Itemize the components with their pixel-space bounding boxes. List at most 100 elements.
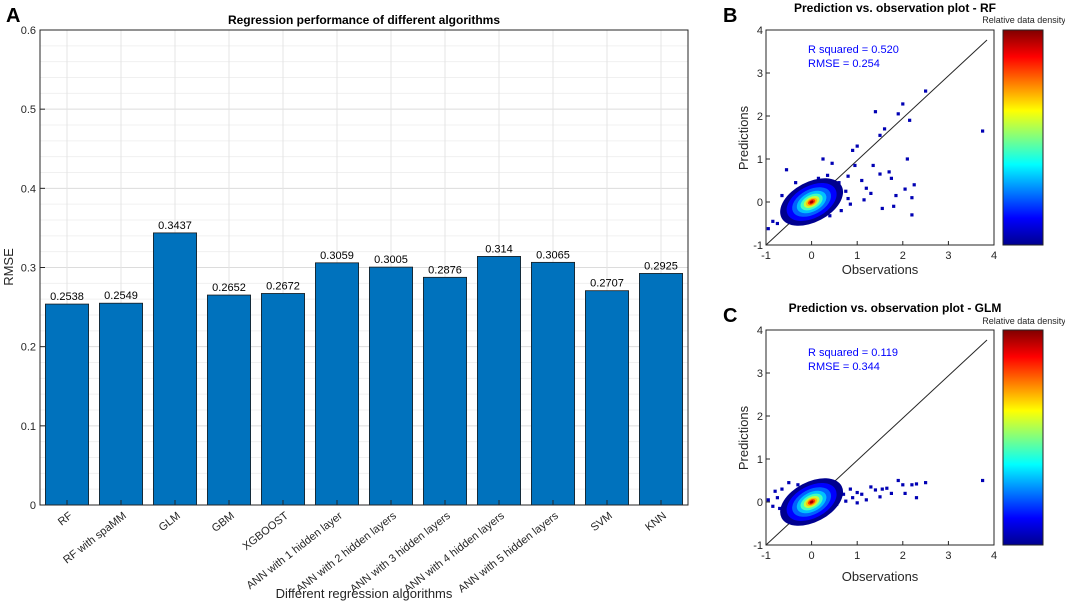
scatter-point <box>851 496 855 500</box>
scatter-rf-x-axis-label: Observations <box>842 262 919 277</box>
bar-value-label: 0.2876 <box>428 264 462 276</box>
x-tick-label: KNN <box>643 510 669 534</box>
y-tick-label: 0.2 <box>21 342 36 354</box>
scatter-point <box>828 214 832 218</box>
y-tick-label: 1 <box>757 154 763 166</box>
scatter-point <box>855 501 859 505</box>
scatter-point <box>837 181 841 185</box>
bar-y-axis-label: RMSE <box>1 248 16 286</box>
y-tick-label: 0.1 <box>21 421 36 433</box>
scatter-glm-y-axis-label: Predictions <box>736 405 751 470</box>
scatter-point <box>880 206 884 211</box>
scatter-point <box>878 172 882 176</box>
y-tick-label: 0.3 <box>21 263 36 275</box>
scatter-point <box>862 198 866 202</box>
bar <box>639 273 684 506</box>
scatter-point <box>981 129 985 133</box>
x-tick-label: SVM <box>589 510 615 534</box>
x-tick-label: 1 <box>854 250 860 262</box>
scatter-point <box>896 112 900 116</box>
scatter-point <box>924 481 928 485</box>
scatter-point <box>780 193 784 198</box>
bar <box>476 256 521 506</box>
scatter-point <box>844 189 848 193</box>
x-tick-label: 0 <box>809 550 815 562</box>
scatter-point <box>846 174 850 178</box>
scatter-point <box>775 221 779 226</box>
scatter-point <box>846 196 850 201</box>
scatter-point <box>880 487 884 491</box>
y-tick-label: 2 <box>757 411 763 423</box>
scatter-point <box>912 183 916 187</box>
scatter-point <box>864 186 868 190</box>
scatter-point <box>851 148 855 152</box>
x-tick-label: ANN with 5 hidden layers <box>456 510 561 596</box>
colorbar-glm <box>1002 329 1044 546</box>
scatter-point <box>860 178 864 183</box>
density-ring <box>809 200 814 204</box>
scatter-point <box>871 163 875 168</box>
bar <box>260 293 305 506</box>
scatter-point <box>860 492 864 496</box>
scatter-point <box>889 176 893 180</box>
x-tick-label: 4 <box>991 250 997 262</box>
scatter-point <box>773 489 777 493</box>
scatter-point <box>864 498 868 502</box>
scatter-point <box>889 491 893 495</box>
scatter-panel-rf: B Prediction vs. observation plot - RF -… <box>723 1 1065 277</box>
scatter-point <box>816 176 821 180</box>
colorbar-glm-label: Relative data density <box>982 316 1065 326</box>
bar-value-label: 0.3059 <box>320 250 354 262</box>
y-tick-label: 2 <box>757 111 763 123</box>
scatter-point <box>894 193 898 198</box>
colorbar-rf <box>1002 29 1044 246</box>
scatter-point <box>981 478 985 483</box>
scatter-point <box>784 168 789 172</box>
scatter-point <box>882 127 887 131</box>
scatter-point <box>839 209 843 213</box>
y-tick-label: 0 <box>757 197 763 209</box>
scatter-point <box>878 133 882 137</box>
scatter-rf-r-squared: R squared = 0.520 <box>808 44 899 56</box>
x-tick-label: 1 <box>854 550 860 562</box>
scatter-rf-frame <box>765 29 995 246</box>
y-tick-label: 3 <box>757 368 763 380</box>
bar-chart-panel: A Regression performance of different al… <box>1 5 689 601</box>
x-tick-label: 3 <box>945 550 951 562</box>
scatter-point <box>771 219 775 223</box>
bar-chart-title: Regression performance of different algo… <box>228 13 500 27</box>
scatter-rf-title: Prediction vs. observation plot - RF <box>794 1 996 15</box>
y-tick-label: -1 <box>753 540 763 552</box>
bar-value-label: 0.3437 <box>158 220 192 232</box>
scatter-point <box>873 488 878 492</box>
bar-value-labels: 0.2538 0.2549 0.3437 0.2652 0.2672 0.3059 0.30… <box>50 220 678 303</box>
bar-value-label: 0.2652 <box>212 282 246 294</box>
scatter-point <box>780 487 784 491</box>
scatter-point <box>796 483 800 487</box>
bar-value-label: 0.2925 <box>644 260 678 272</box>
bar <box>585 290 630 506</box>
scatter-rf-axes: -1 0 1 2 3 4 -1 0 1 2 3 4 <box>753 25 997 262</box>
scatter-point <box>896 478 900 483</box>
x-tick-label: GBM <box>210 510 237 535</box>
bar <box>314 262 359 506</box>
bar-value-label: 0.2538 <box>50 291 84 303</box>
scatter-point <box>901 102 905 106</box>
scatter-point <box>766 498 770 502</box>
bar-series <box>45 232 684 506</box>
y-tick-label: 0 <box>30 500 36 512</box>
scatter-point <box>855 144 859 148</box>
y-tick-label: 0.5 <box>21 104 36 116</box>
x-tick-label: XGBOOST <box>241 510 291 553</box>
panel-label-c: C <box>723 305 737 327</box>
scatter-point <box>841 492 846 496</box>
x-tick-label: 4 <box>991 550 997 562</box>
scatter-point <box>903 491 907 495</box>
x-tick-label: ANN with 2 hidden layers <box>294 510 399 596</box>
scatter-glm-r-squared: R squared = 0.119 <box>808 347 898 359</box>
scatter-point <box>869 485 873 489</box>
scatter-point <box>914 496 919 500</box>
scatter-point <box>766 227 770 231</box>
scatter-rf-points <box>766 89 985 231</box>
scatter-rf-y-axis-label: Predictions <box>736 105 751 170</box>
